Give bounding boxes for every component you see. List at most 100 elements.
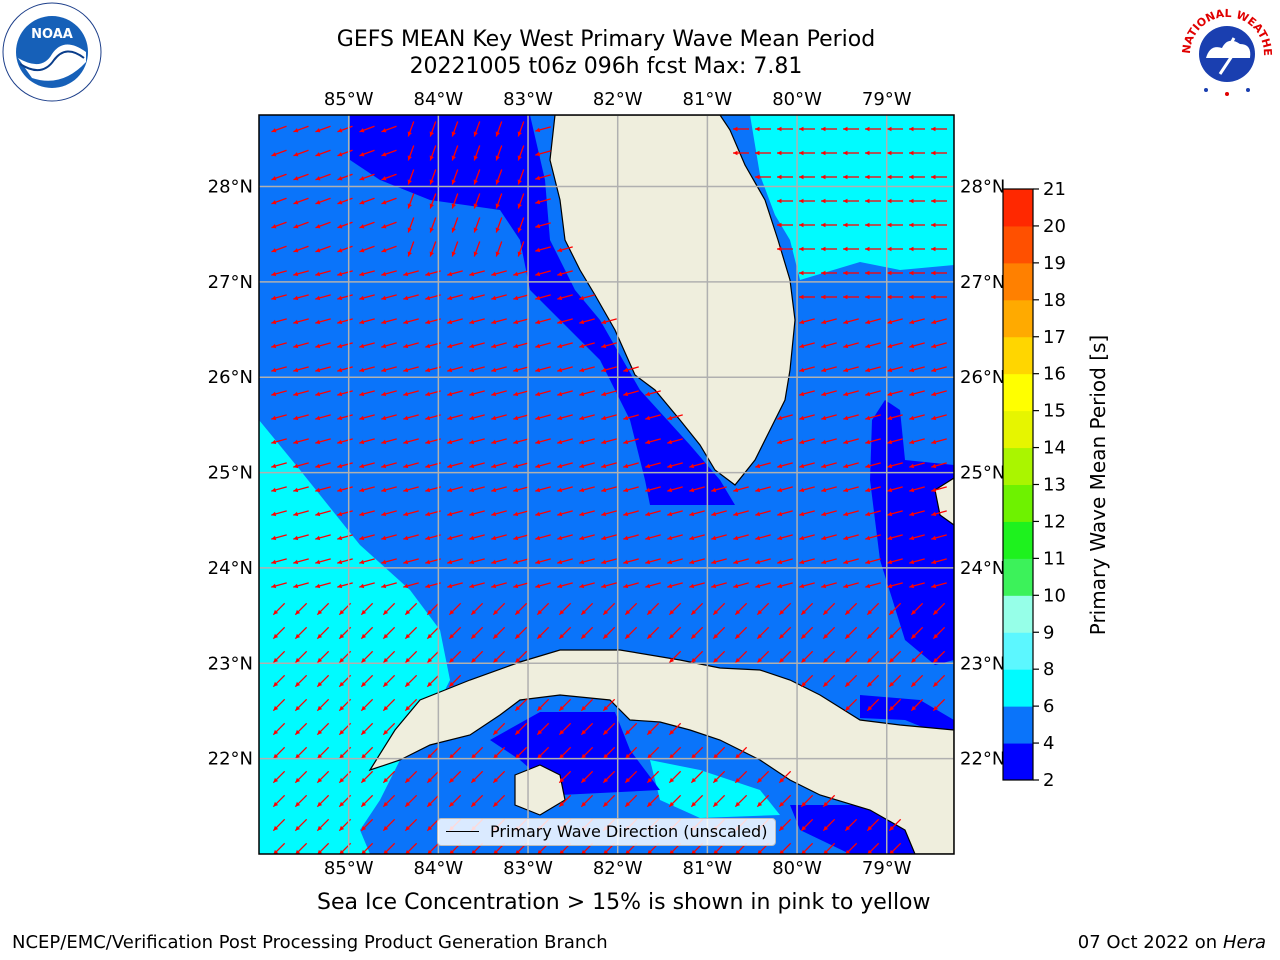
wave-direction-arrow: [557, 270, 573, 277]
lon-tick-label-bottom: 85°W: [324, 858, 374, 879]
wave-direction-arrow: [337, 582, 353, 589]
wave-direction-arrow: [778, 602, 792, 616]
wave-direction-arrow: [777, 582, 793, 589]
wave-direction-arrow: [931, 534, 947, 541]
wave-direction-arrow: [579, 582, 595, 589]
wave-direction-arrow: [821, 582, 837, 589]
wave-direction-arrow: [513, 462, 529, 469]
wave-direction-arrow: [712, 770, 726, 784]
wave-direction-arrow: [865, 318, 881, 325]
wave-direction-arrow: [447, 270, 463, 277]
wave-direction-arrow: [755, 510, 771, 517]
wave-direction-arrow: [293, 534, 309, 541]
wave-direction-arrow: [536, 722, 550, 736]
wave-direction-arrow: [316, 650, 330, 664]
wave-direction-arrow: [513, 534, 529, 541]
wave-direction-arrow: [535, 198, 551, 205]
wave-direction-arrow: [293, 486, 309, 493]
wave-direction-arrow: [579, 366, 595, 373]
wave-direction-arrow: [293, 197, 309, 205]
wave-direction-arrow: [799, 486, 815, 493]
wave-direction-arrow: [579, 558, 595, 565]
wave-direction-arrow: [361, 842, 374, 854]
wave-direction-arrow: [273, 842, 286, 854]
wave-direction-arrow: [778, 650, 792, 664]
wave-direction-arrow: [888, 602, 902, 616]
wave-direction-arrow: [733, 582, 749, 589]
wave-direction-arrow: [293, 414, 309, 421]
colorbar-tick-label: 6: [1043, 696, 1054, 717]
wave-direction-arrow: [733, 558, 749, 565]
wave-direction-arrow: [668, 746, 682, 760]
wave-direction-arrow: [755, 462, 771, 469]
wave-direction-arrow: [469, 582, 485, 589]
colorbar-segment: [1003, 743, 1033, 781]
wave-direction-arrow: [271, 414, 287, 421]
wave-direction-arrow: [382, 650, 396, 664]
wave-direction-arrow: [887, 150, 903, 156]
wave-direction-arrow: [932, 650, 946, 664]
wave-direction-arrow: [359, 486, 375, 493]
wave-direction-arrow: [580, 722, 594, 736]
wave-direction-arrow: [316, 818, 330, 832]
wave-direction-arrow: [492, 770, 506, 784]
wave-direction-arrow: [359, 173, 375, 181]
wave-direction-arrow: [448, 602, 462, 616]
wave-direction-arrow: [271, 510, 287, 517]
wave-direction-arrow: [778, 770, 792, 784]
wave-direction-arrow: [473, 121, 481, 137]
wave-direction-arrow: [315, 414, 331, 421]
lon-tick-label-top: 84°W: [414, 89, 464, 110]
wave-direction-arrow: [799, 390, 815, 397]
wave-direction-arrow: [756, 626, 770, 640]
wave-direction-arrow: [646, 794, 660, 808]
wave-direction-arrow: [383, 842, 396, 854]
wave-direction-arrow: [360, 794, 374, 808]
wave-direction-arrow: [403, 582, 419, 589]
wave-direction-arrow: [403, 390, 419, 397]
wave-direction-arrow: [844, 698, 858, 712]
wave-direction-arrow: [407, 193, 415, 209]
wave-direction-arrow: [535, 414, 551, 421]
colorbar-tick-label: 2: [1043, 770, 1054, 791]
wave-direction-arrow: [777, 222, 793, 228]
lon-tick-label-bottom: 79°W: [862, 858, 912, 879]
wave-direction-arrow: [451, 241, 459, 257]
wave-direction-arrow: [821, 222, 837, 228]
wave-direction-arrow: [426, 794, 440, 808]
wave-direction-arrow: [887, 582, 903, 589]
wave-direction-arrow: [359, 342, 375, 349]
wave-direction-arrow: [359, 245, 375, 253]
wave-direction-arrow: [799, 414, 815, 421]
wave-direction-arrow: [513, 318, 529, 325]
wave-direction-arrow: [821, 558, 837, 565]
wave-direction-arrow: [865, 342, 881, 349]
wave-direction-arrow: [359, 221, 375, 229]
wave-direction-arrow: [909, 294, 925, 300]
wave-direction-arrow: [407, 241, 415, 257]
wave-direction-arrow: [601, 462, 617, 469]
footer-date-text: 07 Oct 2022 on: [1077, 932, 1223, 953]
wave-direction-arrow: [315, 294, 331, 301]
wave-direction-arrow: [316, 746, 330, 760]
wave-direction-arrow: [779, 842, 792, 854]
wave-direction-arrow: [734, 770, 748, 784]
wave-direction-arrow: [843, 150, 859, 156]
wave-direction-arrow: [733, 534, 749, 541]
wave-direction-arrow: [645, 534, 661, 541]
wave-direction-arrow: [337, 294, 353, 301]
colorbar-tick-label: 17: [1043, 327, 1066, 348]
wave-direction-arrow: [909, 558, 925, 565]
wave-direction-arrow: [337, 390, 353, 397]
wave-direction-arrow: [535, 150, 551, 157]
wave-direction-arrow: [535, 438, 551, 445]
wave-direction-arrow: [315, 173, 331, 181]
wave-direction-arrow: [777, 150, 793, 156]
wave-direction-arrow: [601, 486, 617, 493]
wave-direction-arrow: [931, 318, 947, 325]
wave-direction-arrow: [557, 246, 573, 253]
wave-direction-arrow: [689, 486, 705, 493]
wave-direction-arrow: [821, 510, 837, 517]
wave-direction-arrow: [514, 650, 528, 664]
